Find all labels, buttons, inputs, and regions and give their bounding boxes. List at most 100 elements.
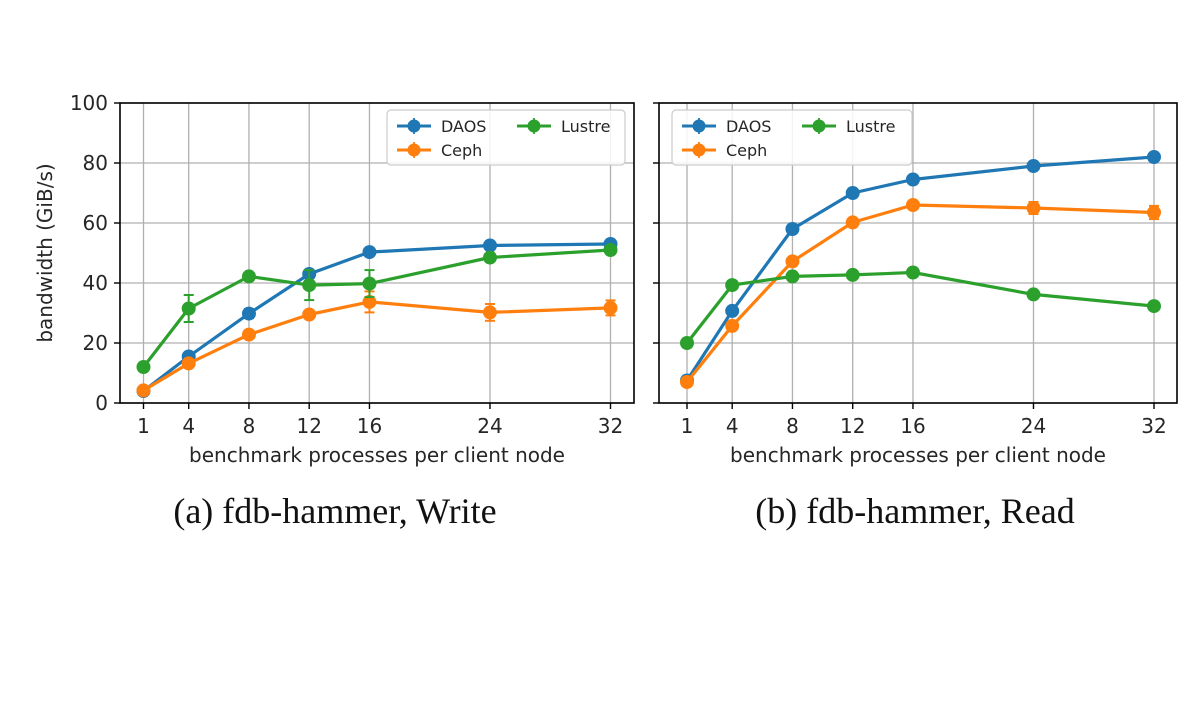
data-point bbox=[725, 318, 740, 333]
x-axis-label: benchmark processes per client node bbox=[189, 443, 565, 467]
data-point bbox=[725, 278, 740, 293]
chart-panel-write: 1 4 8 12 16 24 32 0 20 40 60 80 100 benchmark process… bbox=[33, 91, 635, 531]
data-point bbox=[241, 306, 256, 321]
chart-panel-read: 1 4 8 12 16 24 32 benchmark processes per clien… bbox=[653, 102, 1178, 531]
y-tick-label: 20 bbox=[83, 331, 108, 355]
data-point bbox=[603, 243, 618, 257]
data-point bbox=[1026, 159, 1041, 173]
data-point bbox=[362, 294, 377, 309]
series-line bbox=[142, 300, 611, 392]
series-daos bbox=[680, 150, 1161, 388]
x-tick-label: 4 bbox=[182, 414, 195, 438]
x-tick-label: 4 bbox=[726, 414, 739, 438]
legend: DAOS Ceph Lustre bbox=[671, 109, 913, 166]
data-point bbox=[302, 307, 317, 322]
data-point bbox=[482, 238, 497, 253]
data-point bbox=[362, 276, 377, 291]
data-point bbox=[845, 267, 860, 282]
series-lustre bbox=[136, 243, 618, 374]
x-tick-label: 16 bbox=[900, 414, 925, 438]
data-point bbox=[785, 269, 800, 284]
data-point bbox=[905, 198, 920, 212]
legend-label: DAOS bbox=[441, 117, 486, 136]
data-point bbox=[482, 250, 497, 265]
series-line bbox=[685, 203, 1155, 384]
data-point bbox=[680, 336, 694, 350]
figure-caption: (a) fdb-hammer, Write bbox=[173, 491, 496, 531]
y-tick-label: 80 bbox=[83, 151, 108, 175]
legend-item-ceph: Ceph bbox=[397, 141, 482, 160]
data-point bbox=[905, 172, 920, 187]
legend-box bbox=[386, 109, 626, 166]
data-point bbox=[1147, 205, 1161, 220]
data-point bbox=[302, 278, 317, 293]
data-point bbox=[1147, 150, 1161, 164]
legend-item-ceph: Ceph bbox=[682, 141, 767, 160]
data-point bbox=[362, 245, 377, 260]
data-point bbox=[181, 301, 196, 316]
series-line bbox=[142, 242, 611, 393]
legend-item-daos: DAOS bbox=[682, 117, 771, 136]
y-tick-label: 60 bbox=[83, 211, 108, 235]
series-ceph bbox=[680, 198, 1161, 389]
data-point bbox=[482, 305, 497, 320]
x-tick-label: 32 bbox=[598, 414, 623, 438]
y-tick-label: 40 bbox=[83, 271, 108, 295]
legend-label: Lustre bbox=[846, 117, 895, 136]
data-point bbox=[845, 186, 860, 200]
data-point bbox=[1026, 201, 1041, 215]
series-line bbox=[142, 248, 611, 368]
x-tick-label: 16 bbox=[357, 414, 382, 438]
series-lustre bbox=[680, 265, 1161, 350]
series-daos bbox=[136, 237, 618, 398]
legend-swatch-marker bbox=[812, 119, 826, 133]
legend-item-lustre: Lustre bbox=[802, 117, 895, 136]
legend-swatch-marker bbox=[527, 119, 541, 133]
series-ceph bbox=[136, 290, 618, 398]
data-point bbox=[680, 375, 694, 389]
data-point bbox=[181, 356, 196, 371]
y-tick-label: 0 bbox=[95, 391, 108, 415]
data-point bbox=[241, 269, 256, 284]
x-tick-label: 32 bbox=[1141, 414, 1166, 438]
x-tick-label: 8 bbox=[243, 414, 256, 438]
data-point bbox=[603, 300, 618, 315]
plot-frame bbox=[119, 102, 635, 404]
y-axis-label: bandwidth (GiB/s) bbox=[33, 163, 57, 342]
x-tick-label: 12 bbox=[840, 414, 865, 438]
legend-swatch-marker bbox=[692, 119, 706, 133]
data-point bbox=[136, 383, 151, 398]
legend-swatch-marker bbox=[407, 143, 421, 157]
data-point bbox=[845, 215, 860, 230]
x-tick-label: 1 bbox=[681, 414, 694, 438]
figure-caption: (b) fdb-hammer, Read bbox=[755, 491, 1074, 531]
y-tick-label: 100 bbox=[70, 91, 108, 115]
x-tick-label: 24 bbox=[1021, 414, 1046, 438]
legend-swatch-marker bbox=[407, 119, 421, 133]
legend-swatch-marker bbox=[692, 143, 706, 157]
x-tick-label: 8 bbox=[786, 414, 799, 438]
legend-box bbox=[671, 109, 913, 166]
legend: DAOS Ceph Lustre bbox=[386, 109, 626, 166]
data-point bbox=[1147, 299, 1161, 314]
series-line bbox=[685, 155, 1155, 382]
plot-frame bbox=[658, 102, 1178, 404]
data-point bbox=[241, 327, 256, 342]
legend-label: Ceph bbox=[441, 141, 482, 160]
legend-label: Ceph bbox=[726, 141, 767, 160]
legend-item-daos: DAOS bbox=[397, 117, 486, 136]
data-point bbox=[136, 360, 151, 374]
x-axis-label: benchmark processes per client node bbox=[730, 443, 1106, 467]
data-point bbox=[1026, 287, 1041, 302]
data-point bbox=[905, 265, 920, 280]
legend-label: Lustre bbox=[561, 117, 610, 136]
data-point bbox=[725, 303, 740, 318]
legend-item-lustre: Lustre bbox=[517, 117, 610, 136]
data-point bbox=[785, 222, 800, 236]
x-tick-label: 24 bbox=[477, 414, 502, 438]
data-point bbox=[785, 254, 800, 269]
legend-label: DAOS bbox=[726, 117, 771, 136]
x-tick-label: 1 bbox=[137, 414, 150, 438]
x-tick-label: 12 bbox=[296, 414, 321, 438]
